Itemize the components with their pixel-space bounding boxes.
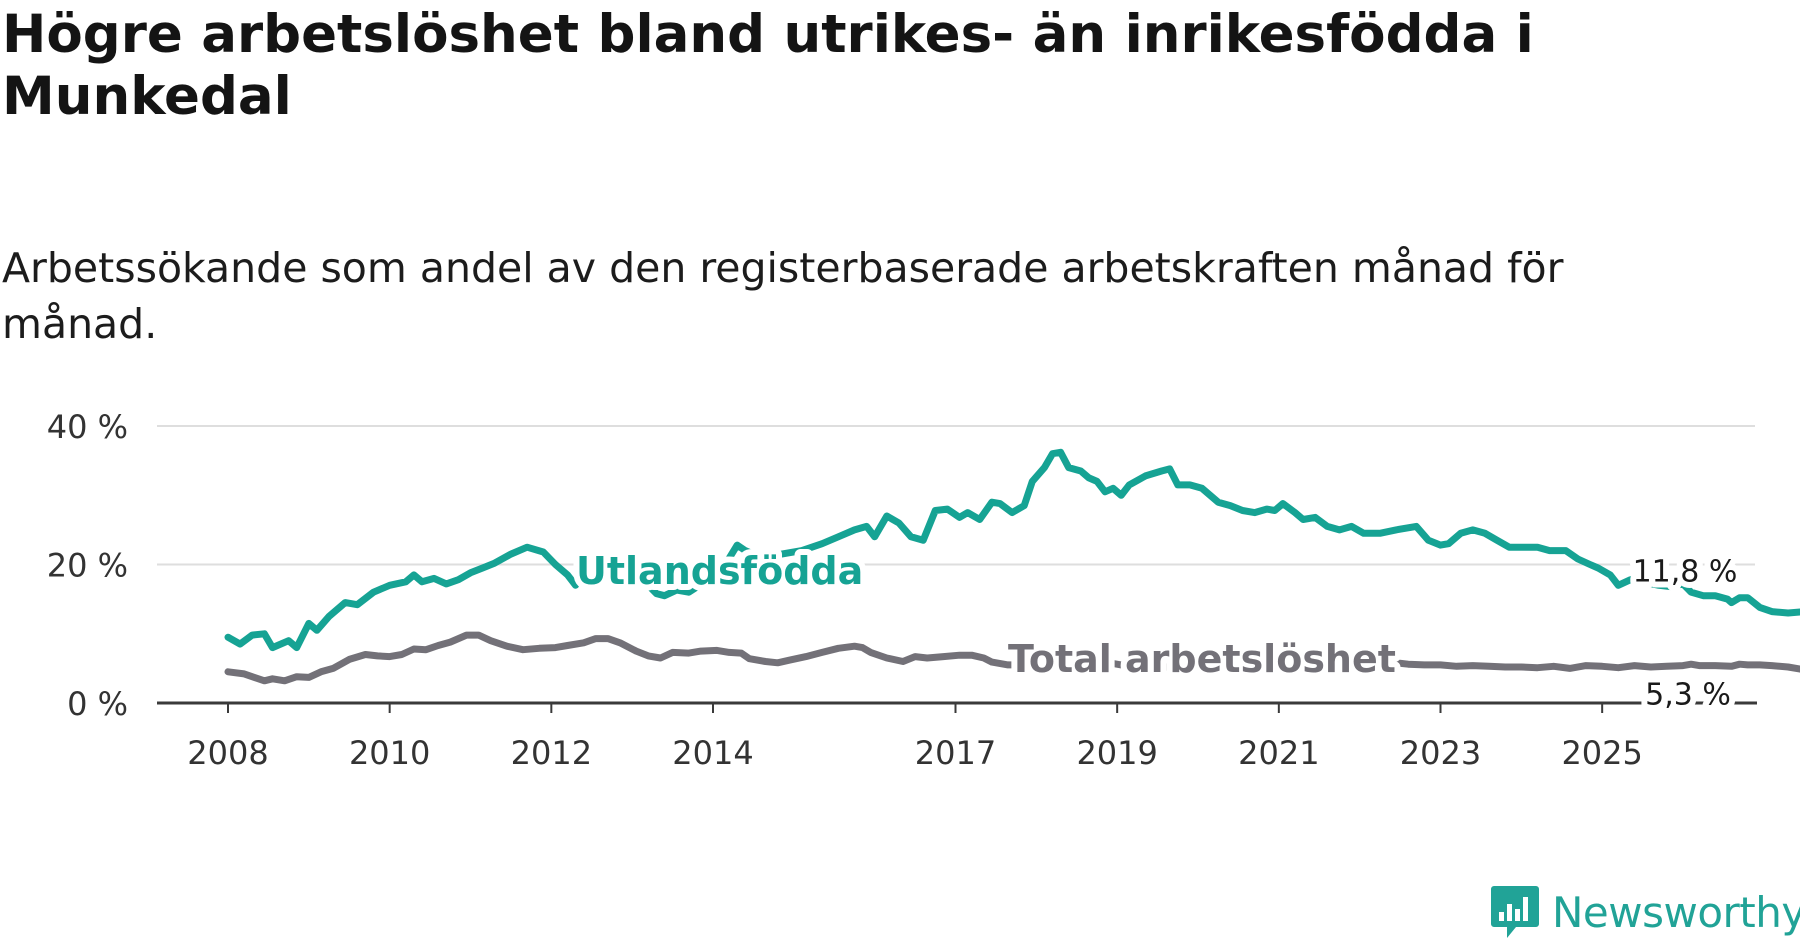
- chart-subtitle: Arbetssökande som andel av den registerb…: [2, 244, 1564, 348]
- series-line-total: [224, 631, 1800, 685]
- x-tick-label: 2023: [1400, 734, 1481, 772]
- x-tick-label: 2017: [915, 734, 996, 772]
- y-tick-label: 40 %: [47, 408, 128, 446]
- y-tick-label: 20 %: [47, 547, 128, 585]
- newsworthy-logo-icon: [1491, 886, 1539, 938]
- x-tick-label: 2012: [511, 734, 592, 772]
- series-label-utlandsfodda: Utlandsfödda: [576, 549, 863, 593]
- x-tick-label: 2014: [672, 734, 753, 772]
- y-tick-label: 0 %: [67, 685, 128, 723]
- x-tick-label: 2021: [1238, 734, 1319, 772]
- x-tick-label: 2025: [1561, 734, 1642, 772]
- newsworthy-logo: Newsworthy: [1490, 884, 1800, 940]
- x-tick-label: 2008: [187, 734, 268, 772]
- series-label-total: Total arbetslöshet: [1008, 637, 1396, 681]
- end-value-utlandsfodda: 11,8 %: [1633, 554, 1738, 589]
- x-tick-label: 2019: [1076, 734, 1157, 772]
- line-chart: 0 % 20 % 40 % 2008 2010 2012 2014 2017 2019 2021…: [47, 408, 1800, 772]
- chart-title: Högre arbetslöshet bland utrikes- än inr…: [2, 4, 1534, 127]
- x-tick-label: 2010: [349, 734, 430, 772]
- newsworthy-logo-text: Newsworthy: [1552, 887, 1800, 937]
- series-line-utlandsfodda: [224, 448, 1800, 652]
- end-value-total: 5,3 %: [1645, 677, 1731, 712]
